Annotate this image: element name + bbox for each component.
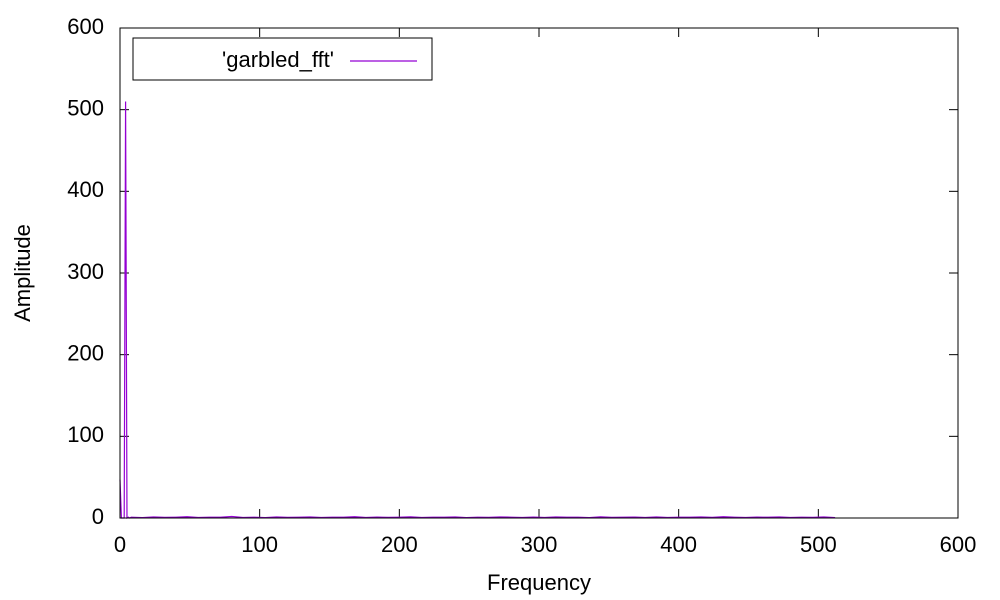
y-axis-label: Amplitude [10, 224, 35, 322]
x-tick-label: 400 [660, 532, 697, 557]
x-tick-label: 200 [381, 532, 418, 557]
data-line [119, 101, 836, 520]
y-tick-label: 600 [67, 14, 104, 39]
x-tick-label: 300 [521, 532, 558, 557]
y-tick-label: 500 [67, 95, 104, 120]
x-axis-label: Frequency [487, 570, 591, 595]
x-tick-label: 600 [940, 532, 977, 557]
y-tick-label: 300 [67, 259, 104, 284]
y-tick-label: 400 [67, 177, 104, 202]
x-tick-label: 0 [114, 532, 126, 557]
x-tick-label: 500 [800, 532, 837, 557]
y-tick-label: 200 [67, 340, 104, 365]
y-tick-label: 0 [92, 504, 104, 529]
y-tick-label: 100 [67, 422, 104, 447]
legend-box [132, 37, 433, 81]
plot-border [119, 27, 959, 519]
legend-label: 'garbled_fft' [222, 47, 334, 72]
x-tick-label: 100 [241, 532, 278, 557]
